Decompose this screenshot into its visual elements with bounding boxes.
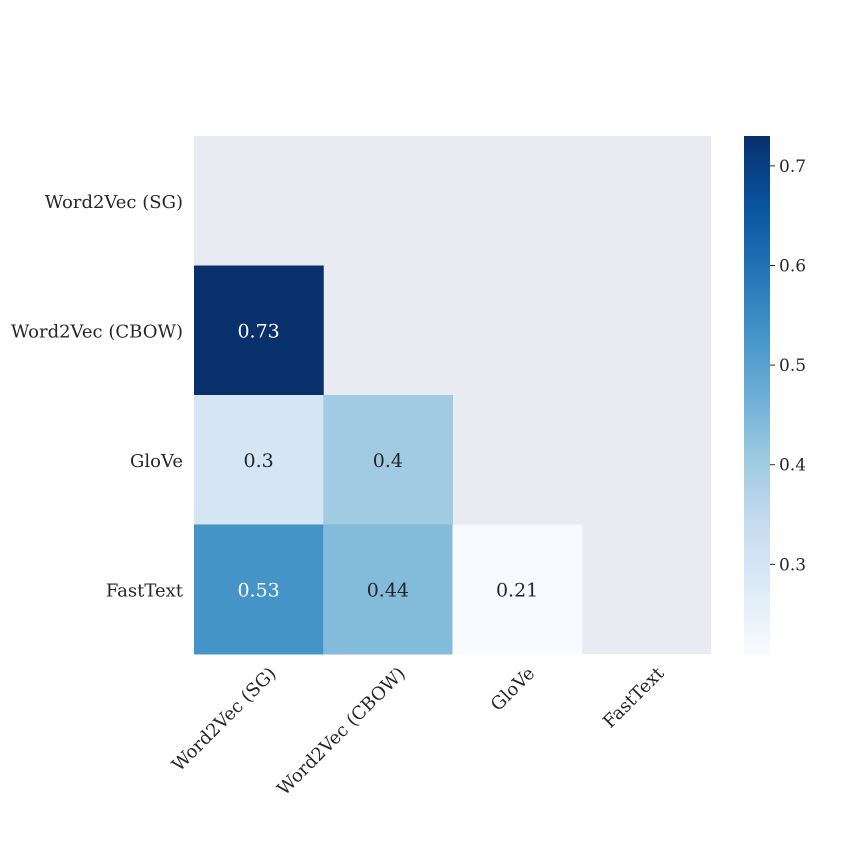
heatmap-cells xyxy=(194,265,583,655)
y-tick-label: GloVe xyxy=(130,451,183,472)
colorbar-tick-label: 0.5 xyxy=(779,356,806,376)
heatmap-cell xyxy=(194,265,324,396)
heatmap-cell-label: 0.53 xyxy=(237,579,279,601)
heatmap-cell xyxy=(323,395,453,525)
x-tick-label: GloVe xyxy=(487,663,539,715)
colorbar-tick-label: 0.4 xyxy=(779,456,806,476)
heatmap-cell xyxy=(194,524,324,655)
x-tick-label: FastText xyxy=(599,663,669,733)
y-tick-label: Word2Vec (CBOW) xyxy=(11,321,183,342)
colorbar-tick-label: 0.7 xyxy=(779,157,806,177)
y-tick-label: FastText xyxy=(106,580,184,601)
x-tick-label: Word2Vec (CBOW) xyxy=(273,663,410,800)
y-axis-tick-labels: Word2Vec (SG) Word2Vec (CBOW) GloVe FastTex… xyxy=(11,192,184,602)
heatmap-cell xyxy=(194,395,324,525)
colorbar-tick-label: 0.6 xyxy=(779,257,806,277)
x-axis-tick-labels: Word2Vec (SG)Word2Vec (CBOW) GloVe FastTex… xyxy=(168,663,669,800)
heatmap-cell xyxy=(323,524,453,655)
heatmap-cell-label: 0.44 xyxy=(367,579,409,601)
heatmap-cell xyxy=(452,524,583,655)
heatmap-cell-label: 0.3 xyxy=(244,450,274,472)
heatmap-cell-label: 0.4 xyxy=(373,450,403,472)
heatmap-cell-label: 0.21 xyxy=(496,579,538,601)
heatmap-cell-labels: 0.73 0.3 0.4 0.53 0.44 0.21 xyxy=(237,320,538,601)
x-tick-label: Word2Vec (SG) xyxy=(168,663,281,776)
colorbar-gradient xyxy=(744,136,770,654)
colorbar-tick-label: 0.3 xyxy=(779,555,806,575)
colorbar: 0.3 0.4 0.5 0.6 0.7 xyxy=(744,136,806,654)
heatmap-cell-label: 0.73 xyxy=(237,320,279,342)
colorbar-ticks: 0.3 0.4 0.5 0.6 0.7 xyxy=(770,157,806,575)
y-tick-label: Word2Vec (SG) xyxy=(45,192,183,213)
